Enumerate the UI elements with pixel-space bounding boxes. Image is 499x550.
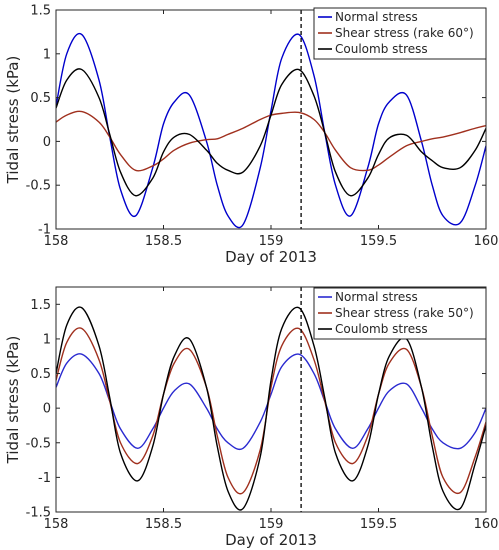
x-axis-label: Day of 2013 [225, 531, 317, 549]
y-tick-label: -1 [38, 471, 51, 486]
y-tick-label: 0.5 [30, 367, 51, 382]
y-tick-label: 0 [43, 135, 51, 150]
chart-panel-1: 158 158.5 159 159.5 160 -1 -0.5 0 0.5 1 1.5 Day of … [4, 4, 498, 267]
legend-label-1: Normal stress [335, 290, 418, 304]
x-axis-label: Day of 2013 [225, 248, 317, 266]
x-tick-label: 159 [259, 517, 284, 532]
x-tick-label: 158 [44, 517, 69, 532]
legend-label-2: Shear stress (rake 50°) [335, 306, 474, 320]
y-tick-label: -0.5 [26, 179, 51, 194]
y-tick-label: 1.5 [30, 298, 51, 313]
y-tick-label: -1 [38, 223, 51, 238]
x-tick-label: 159.5 [360, 234, 397, 249]
series-line-2 [56, 327, 486, 495]
y-tick-label: 0.5 [30, 91, 51, 106]
y-tick-label: 0 [43, 402, 51, 417]
legend-box [313, 287, 487, 340]
y-tick-label: 1 [43, 47, 51, 62]
y-axis-label: Tidal stress (kPa) [4, 336, 22, 465]
series-line-3 [56, 68, 486, 197]
legend-label-2: Shear stress (rake 60°) [335, 26, 474, 40]
legend: Normal stress Shear stress (rake 50°) Coul… [313, 287, 487, 340]
legend-label-1: Normal stress [335, 10, 418, 24]
series-line-3 [56, 306, 486, 511]
chart-panel-2: 158 158.5 159 159.5 160 -1.5 -1 -0.5 0 0.5 1 1.5 Day… [4, 286, 499, 549]
legend-label-3: Coulomb stress [335, 42, 428, 56]
x-tick-label: 158 [44, 234, 69, 249]
x-tick-label: 159.5 [360, 517, 397, 532]
y-tick-label: -1.5 [26, 506, 51, 521]
series-line-1 [56, 353, 486, 451]
x-tick-label: 160 [474, 517, 499, 532]
legend-box [313, 7, 487, 60]
x-tick-label: 158.5 [145, 234, 182, 249]
x-tick-label: 158.5 [145, 517, 182, 532]
legend-label-3: Coulomb stress [335, 322, 428, 336]
y-axis-label: Tidal stress (kPa) [4, 56, 22, 185]
series-line-2 [56, 110, 486, 172]
y-tick-label: 1.5 [30, 4, 51, 19]
x-tick-label: 159 [259, 234, 284, 249]
y-tick-label: -0.5 [26, 436, 51, 451]
series-line-1 [56, 32, 486, 229]
y-tick-label: 1 [43, 332, 51, 347]
x-tick-label: 160 [474, 234, 499, 249]
legend: Normal stress Shear stress (rake 60°) Coul… [313, 7, 487, 60]
